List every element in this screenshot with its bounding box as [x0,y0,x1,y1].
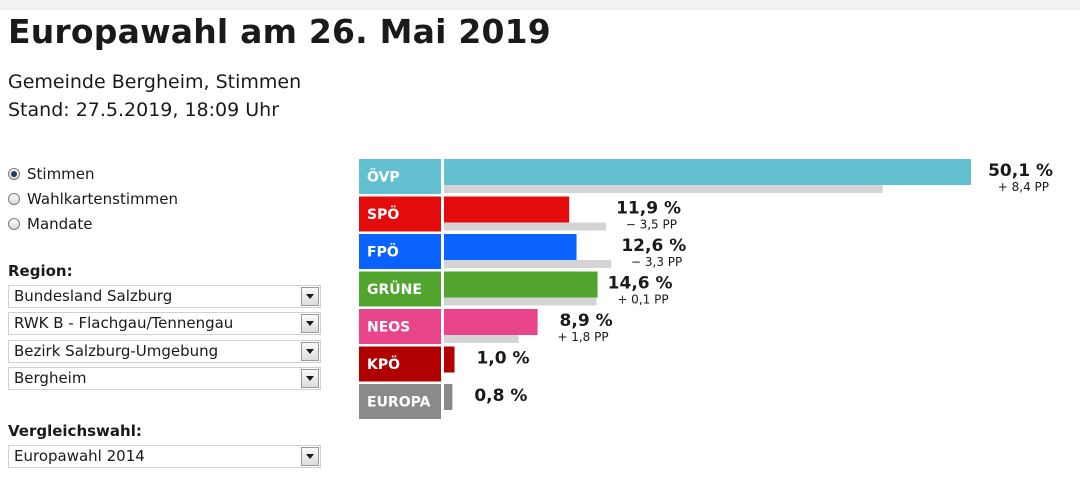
result-bar [444,346,455,373]
select-gemeinde[interactable]: Bergheim [8,367,321,390]
radio-mandate[interactable]: Mandate [8,211,178,236]
radio-label: Wahlkartenstimmen [27,189,178,208]
chevron-down-icon[interactable] [301,342,319,361]
comparison-label: Vergleichswahl: [8,422,142,440]
chevron-down-icon[interactable] [301,314,319,333]
radio-selected-icon[interactable] [8,167,20,180]
chevron-down-icon[interactable] [301,287,319,306]
select-value: Europawahl 2014 [14,447,145,465]
party-label: ÖVP [367,168,400,186]
party-label: GRÜNE [367,280,422,298]
result-bar [444,159,971,185]
party-label: FPÖ [367,243,399,261]
result-bar [444,384,453,410]
diff-label: + 8,4 PP [998,180,1049,194]
diff-label: + 0,1 PP [617,293,668,307]
comparison-bar [444,335,519,343]
party-label: KPÖ [367,355,400,373]
subtitle-line-2: Stand: 27.5.2019, 18:09 Uhr [8,99,280,121]
select-value: Bezirk Salzburg-Umgebung [14,342,219,360]
select-bezirk[interactable]: Bezirk Salzburg-Umgebung [8,340,321,363]
select-wahlkreis[interactable]: RWK B - Flachgau/Tennengau [8,312,321,335]
diff-label: − 3,3 PP [631,255,682,269]
page-subtitle: Gemeinde Bergheim, Stimmen Stand: 27.5.2… [8,68,301,124]
page-title: Europawahl am 26. Mai 2019 [8,12,551,51]
radio-wahlkartenstimmen[interactable]: Wahlkartenstimmen [8,186,178,211]
radio-icon[interactable] [8,192,20,205]
party-label-box [359,271,441,307]
value-label: 50,1 % [988,161,1053,181]
chevron-down-icon[interactable] [301,369,319,388]
comparison-bar [444,260,612,268]
party-label: EUROPA [367,395,431,411]
value-label: 1,0 % [476,349,529,369]
comparison-bar [444,185,883,193]
party-label-box [359,234,441,269]
party-label-box [359,159,441,194]
select-value: Bundesland Salzburg [14,287,173,305]
select-value: RWK B - Flachgau/Tennengau [14,314,234,332]
value-label: 11,9 % [616,199,681,219]
value-label: 0,8 % [474,386,527,406]
diff-label: + 1,8 PP [557,330,608,344]
party-label-box [359,196,441,232]
radio-stimmen[interactable]: Stimmen [8,161,178,186]
radio-label: Stimmen [27,164,95,183]
comparison-bar [444,222,606,231]
radio-label: Mandate [27,214,93,233]
value-label: 8,9 % [560,311,613,331]
diff-label: − 3,5 PP [626,218,677,232]
party-label-box [359,309,441,344]
value-label: 12,6 % [621,236,686,256]
result-bar [444,309,538,335]
select-value: Bergheim [14,369,87,387]
party-label-box [359,346,441,382]
comparison-bar [444,297,597,306]
radio-icon[interactable] [8,217,20,230]
result-bar [444,234,577,260]
result-bar [444,271,598,298]
party-label: NEOS [367,320,410,336]
chevron-down-icon[interactable] [301,447,319,466]
view-options: Stimmen Wahlkartenstimmen Mandate [8,161,178,236]
result-bar [444,196,570,223]
top-strip [0,0,1080,10]
select-vergleichswahl[interactable]: Europawahl 2014 [8,445,321,468]
region-label: Region: [8,262,73,280]
party-label-box [359,384,441,419]
party-label: SPÖ [367,205,399,223]
subtitle-line-1: Gemeinde Bergheim, Stimmen [8,71,302,93]
value-label: 14,6 % [608,274,673,294]
select-bundesland[interactable]: Bundesland Salzburg [8,285,321,308]
